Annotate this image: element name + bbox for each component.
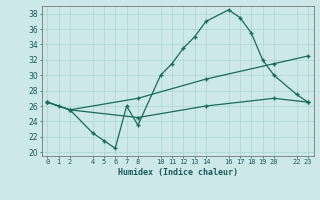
X-axis label: Humidex (Indice chaleur): Humidex (Indice chaleur): [118, 168, 237, 177]
